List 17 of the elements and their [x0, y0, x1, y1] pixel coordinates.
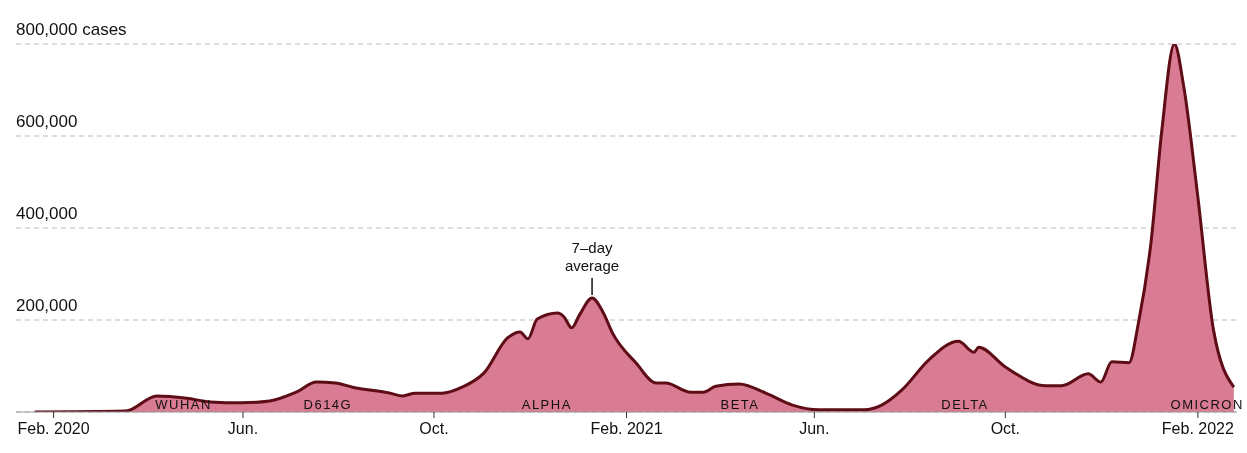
x-tick-label: Oct.: [990, 420, 1020, 437]
x-tick-label: Jun.: [227, 420, 259, 437]
y-tick-label: 600,000: [16, 112, 78, 131]
y-tick-label: 400,000: [16, 204, 78, 223]
annotation: 7–day average: [564, 238, 620, 274]
annotation: WUHAN: [155, 397, 212, 413]
y-tick-label: 200,000: [16, 296, 78, 315]
x-tick-label: Jun.: [799, 420, 830, 437]
annotation: BETA: [720, 397, 760, 413]
x-tick-label: Feb. 2022: [1161, 420, 1234, 437]
y-tick-label: 800,000 cases: [16, 20, 127, 39]
x-tick-label: Feb. 2020: [17, 420, 90, 437]
x-tick-label: Feb. 2021: [590, 420, 663, 437]
annotation: D614G: [303, 397, 353, 413]
annotation: DELTA: [941, 397, 989, 413]
annotation: ALPHA: [521, 397, 572, 413]
x-tick-label: Oct.: [419, 420, 449, 437]
